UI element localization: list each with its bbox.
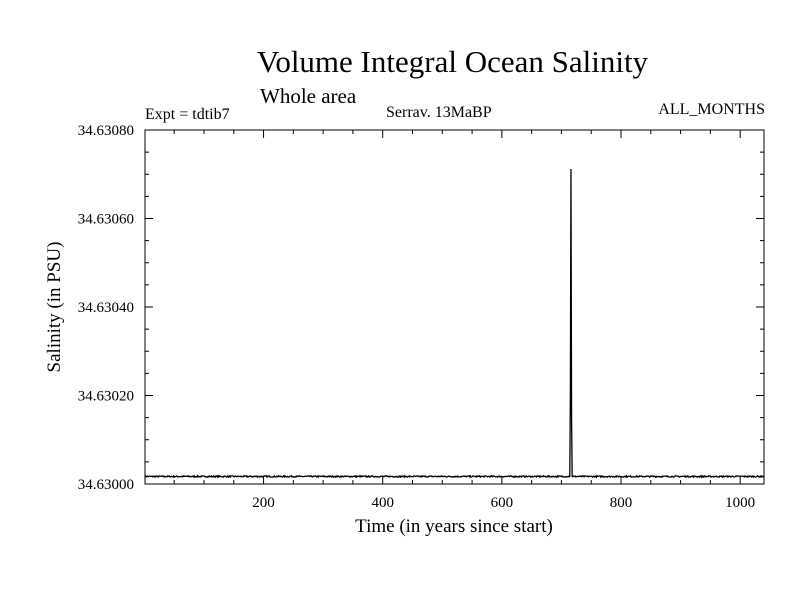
period-label: Serrav. 13MaBP <box>386 104 492 121</box>
salinity-series-line <box>144 168 765 479</box>
months-label: ALL_MONTHS <box>658 101 765 118</box>
x-tick-label: 1000 <box>725 495 755 511</box>
plot-frame <box>144 129 765 485</box>
x-tick-label: 600 <box>491 495 514 511</box>
chart-title: Volume Integral Ocean Salinity <box>256 44 649 79</box>
x-tick-label: 200 <box>252 495 275 511</box>
experiment-label: Expt = tdtib7 <box>145 106 230 123</box>
minor-ticks <box>145 130 764 484</box>
x-tick-label: 800 <box>610 495 633 511</box>
major-ticks <box>145 129 764 485</box>
x-tick-label: 400 <box>371 495 394 511</box>
y-tick-label: 34.63000 <box>78 477 134 493</box>
y-tick-label: 34.63060 <box>78 212 134 228</box>
y-tick-labels: 34.63000 34.63020 34.63040 34.63060 34.63080 <box>78 123 134 493</box>
x-tick-labels: 200 400 600 800 1000 <box>252 495 755 511</box>
y-axis-label: Salinity (in PSU) <box>44 242 65 373</box>
y-tick-label: 34.63040 <box>78 300 134 316</box>
chart-subtitle: Whole area <box>260 84 357 108</box>
y-tick-label: 34.63020 <box>78 389 134 405</box>
x-axis-label: Time (in years since start) <box>355 516 553 537</box>
y-tick-label: 34.63080 <box>78 123 134 139</box>
